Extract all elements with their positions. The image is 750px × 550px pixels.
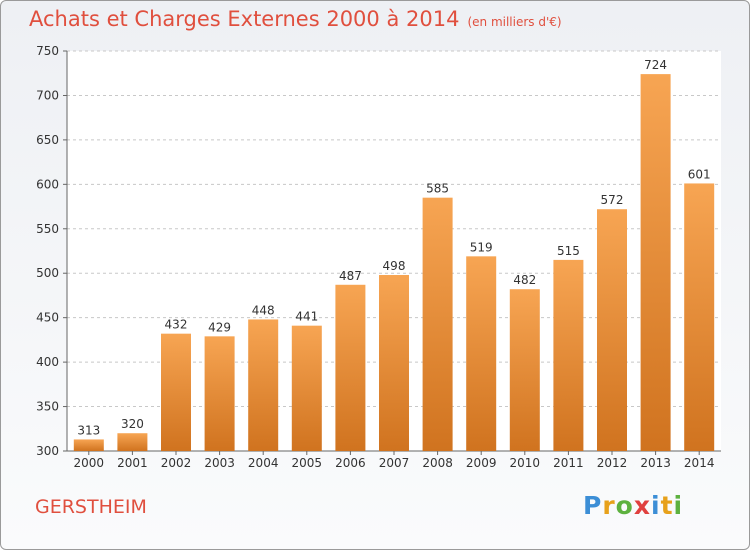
bar [291, 325, 322, 451]
bar [422, 197, 453, 451]
x-tick-label: 2001 [117, 456, 148, 470]
bar-value-label: 585 [426, 182, 449, 196]
x-tick-label: 2007 [379, 456, 410, 470]
bar-value-label: 313 [77, 423, 100, 437]
bar-value-label: 572 [601, 193, 624, 207]
x-tick-label: 2014 [684, 456, 715, 470]
x-tick-label: 2009 [466, 456, 497, 470]
bar-value-label: 448 [252, 303, 275, 317]
bar [684, 183, 715, 451]
x-tick-label: 2005 [292, 456, 323, 470]
y-tick-label: 450 [36, 311, 59, 325]
bar-value-label: 519 [470, 240, 493, 254]
chart-title: Achats et Charges Externes 2000 à 2014 [29, 7, 460, 31]
bar [379, 275, 409, 451]
x-tick-label: 2003 [204, 456, 235, 470]
x-tick-label: 2011 [553, 456, 584, 470]
logo-letter: i [651, 491, 661, 520]
logo-letter: x [633, 491, 651, 520]
bar [73, 439, 104, 451]
bar-value-label: 320 [121, 417, 144, 431]
bar-value-label: 432 [165, 318, 188, 332]
logo-letter: i [673, 491, 684, 520]
x-tick-label: 2008 [422, 456, 453, 470]
y-tick-label: 550 [36, 222, 59, 236]
bar [509, 289, 540, 451]
bar [553, 259, 584, 451]
logo-letter: o [615, 491, 634, 520]
bar-value-label: 498 [383, 259, 406, 273]
bar [117, 433, 148, 451]
chart-title-block: Achats et Charges Externes 2000 à 2014 (e… [29, 7, 562, 31]
bar-value-label: 441 [295, 310, 318, 324]
x-tick-label: 2000 [74, 456, 105, 470]
bar [640, 74, 671, 451]
x-tick-label: 2002 [161, 456, 192, 470]
bar [466, 256, 497, 451]
y-tick-label: 350 [36, 400, 59, 414]
logo-letter: t [660, 491, 674, 520]
bar-value-label: 487 [339, 269, 362, 283]
proxiti-logo: Proxiti [583, 491, 683, 520]
bar [161, 333, 191, 451]
bar-value-label: 429 [208, 320, 231, 334]
x-tick-label: 2010 [510, 456, 541, 470]
bar-value-label: 482 [513, 273, 536, 287]
y-tick-label: 600 [36, 177, 59, 191]
y-tick-label: 700 [36, 88, 59, 102]
logo-letter: r [602, 491, 616, 520]
bar-value-label: 601 [688, 167, 711, 181]
bar [335, 284, 366, 451]
bar [248, 319, 279, 451]
y-tick-label: 750 [36, 44, 59, 58]
x-tick-label: 2004 [248, 456, 279, 470]
chart-unit-label: (en milliers d'€) [467, 15, 562, 29]
y-tick-label: 400 [36, 355, 59, 369]
commune-name: GERSTHEIM [35, 496, 147, 518]
x-tick-label: 2006 [335, 456, 366, 470]
y-tick-label: 500 [36, 266, 59, 280]
y-tick-label: 300 [36, 444, 59, 458]
y-tick-label: 650 [36, 133, 59, 147]
bar [597, 209, 627, 451]
bar-value-label: 724 [644, 58, 667, 72]
x-tick-label: 2013 [640, 456, 671, 470]
logo-letter: P [583, 491, 603, 520]
bar [204, 336, 235, 451]
bar-value-label: 515 [557, 244, 580, 258]
x-tick-label: 2012 [597, 456, 628, 470]
